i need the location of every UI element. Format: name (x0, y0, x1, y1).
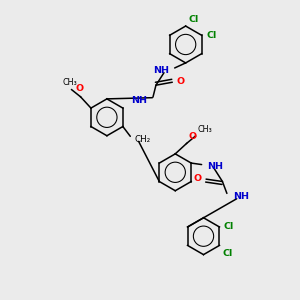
Text: NH: NH (208, 161, 224, 170)
Text: O: O (176, 77, 184, 86)
Text: Cl: Cl (189, 15, 199, 24)
Text: CH₂: CH₂ (135, 135, 151, 144)
Text: NH: NH (233, 192, 249, 201)
Text: O: O (189, 132, 197, 141)
Text: Cl: Cl (206, 31, 216, 40)
Text: NH: NH (131, 96, 147, 105)
Text: O: O (194, 174, 202, 183)
Text: CH₃: CH₃ (198, 125, 213, 134)
Text: Cl: Cl (222, 249, 233, 258)
Text: NH: NH (153, 66, 169, 75)
Text: O: O (76, 84, 84, 93)
Text: CH₃: CH₃ (62, 78, 77, 87)
Text: Cl: Cl (224, 223, 234, 232)
